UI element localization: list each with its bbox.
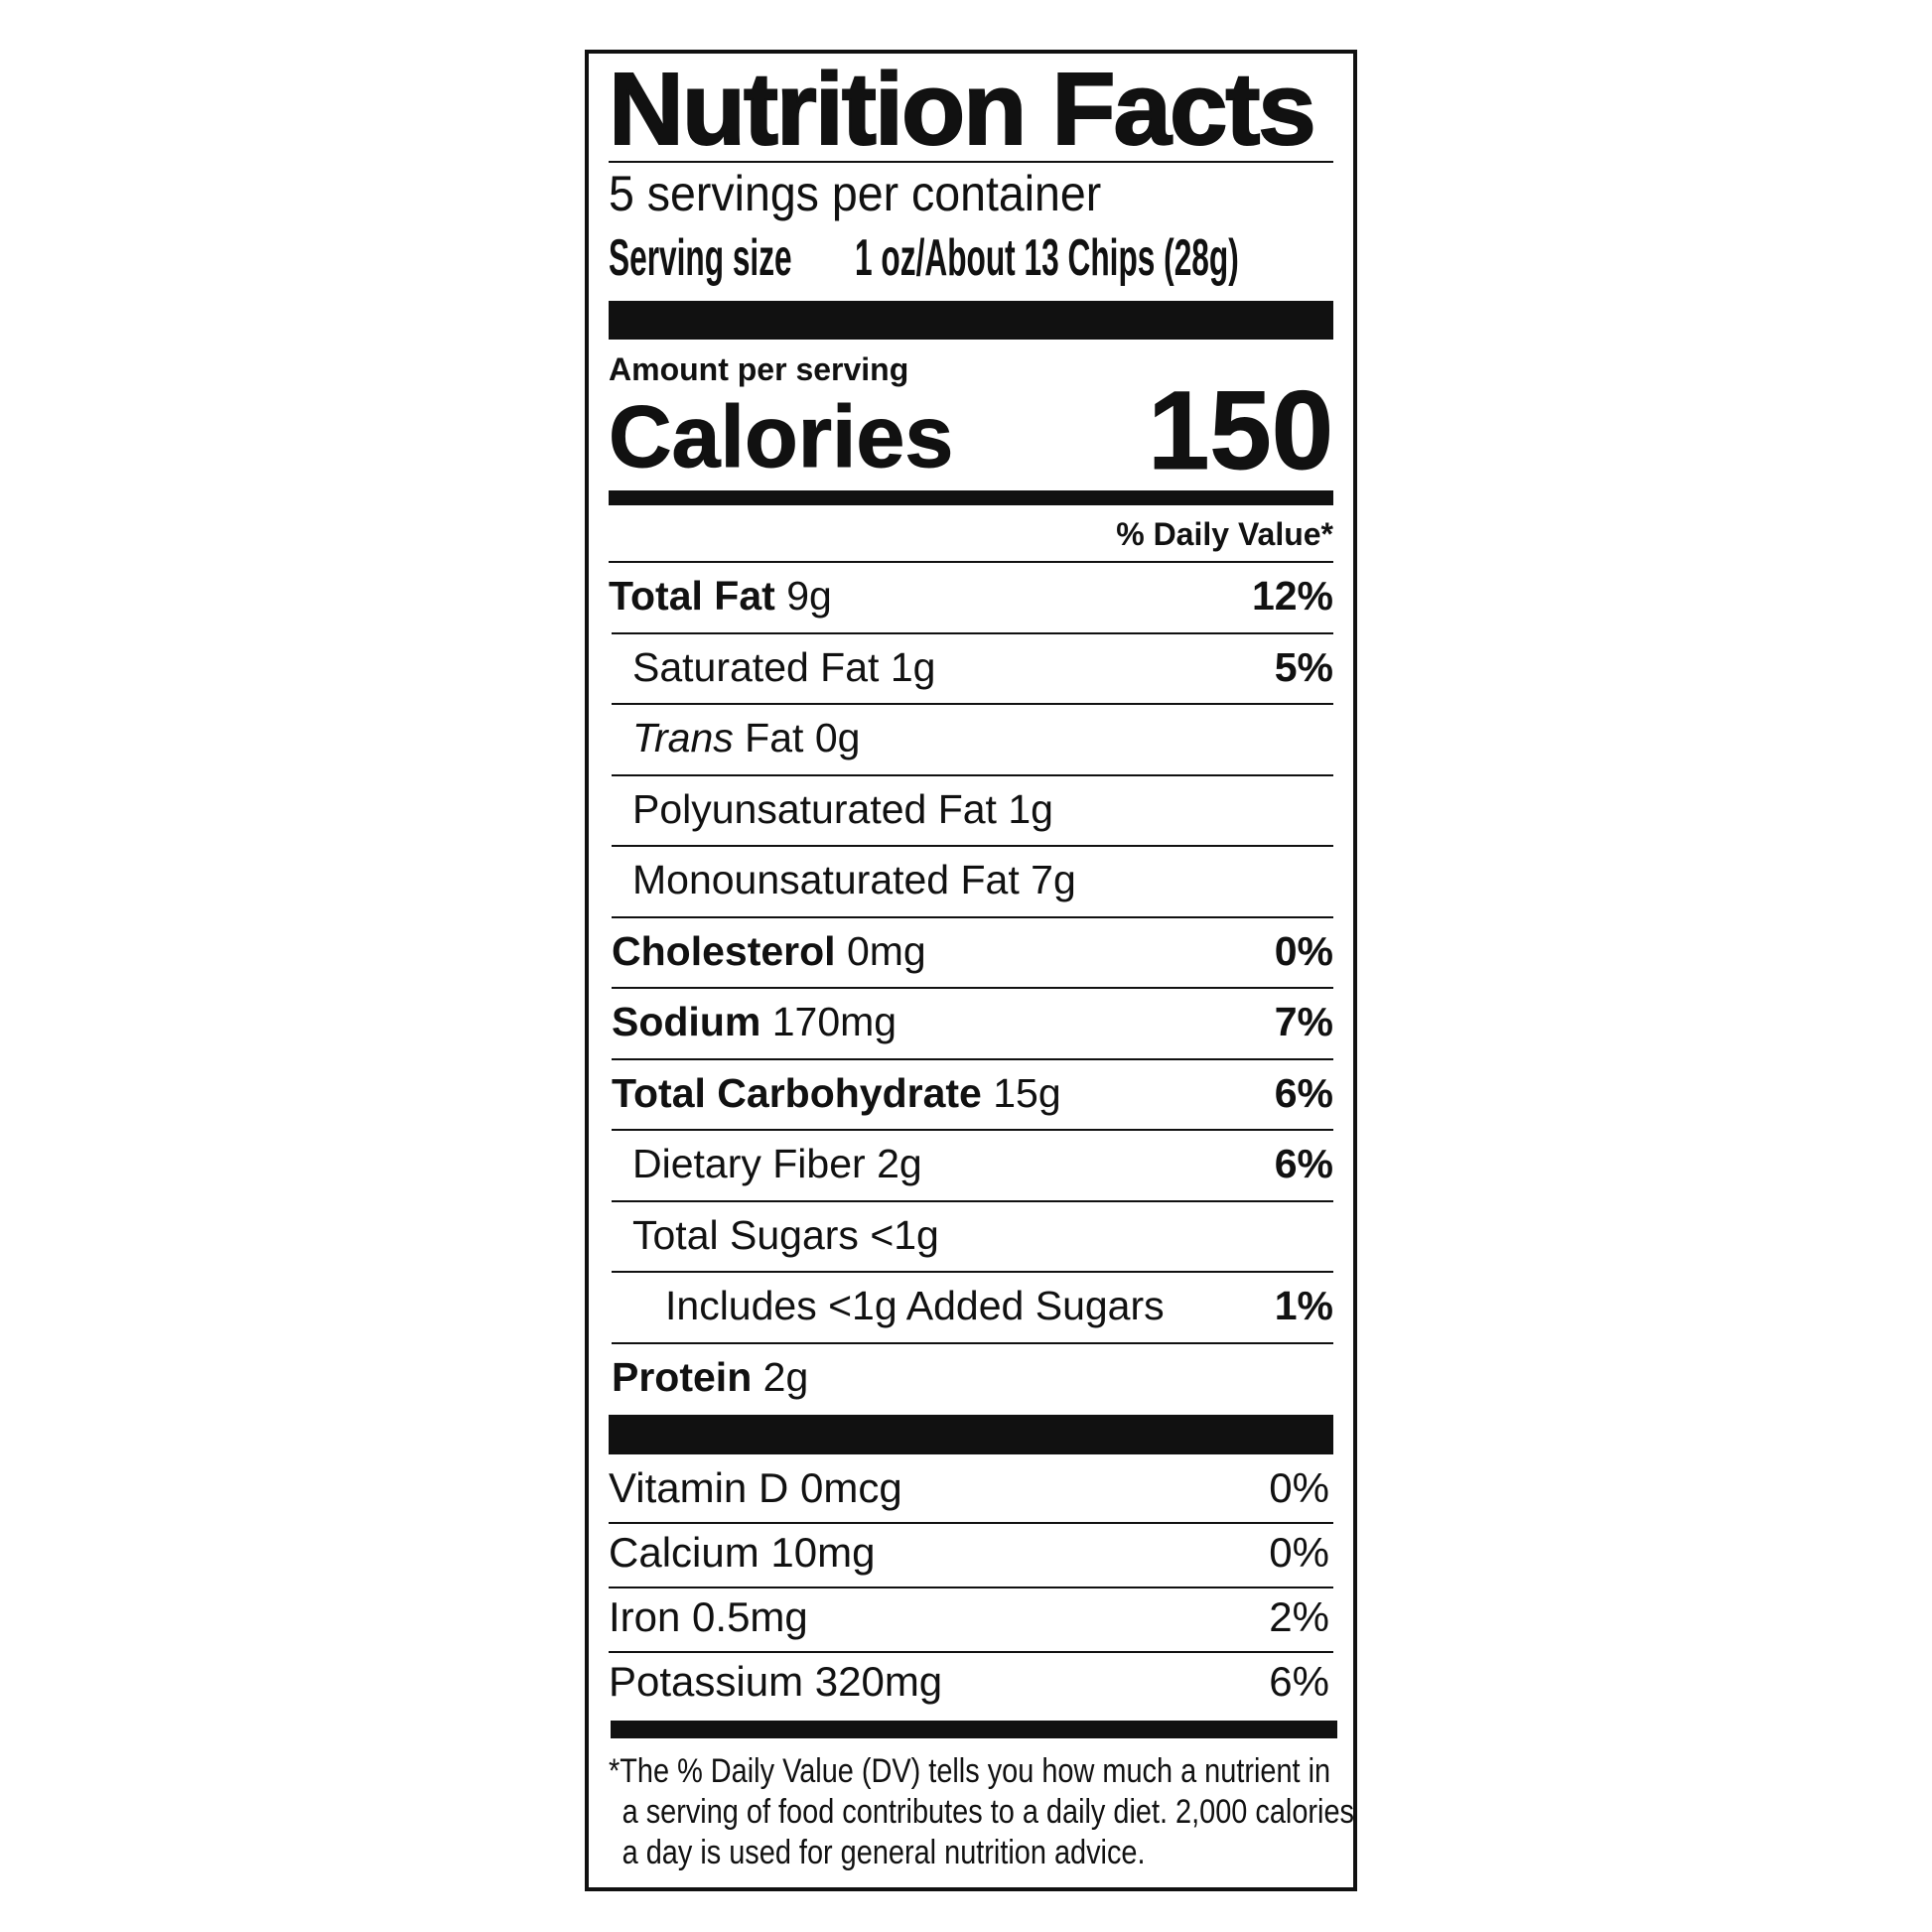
nutrient-daily-value: 7% bbox=[1274, 999, 1333, 1044]
nutrient-name: Saturated Fat bbox=[632, 643, 880, 690]
nutrient-name: Protein bbox=[612, 1353, 753, 1400]
nutrient-amount: 0mg bbox=[846, 927, 926, 974]
nutrient-amount: 1g bbox=[1008, 785, 1053, 832]
calories-label: Calories bbox=[609, 387, 954, 485]
thick-divider bbox=[609, 301, 1333, 340]
vitamin-daily-value: 0% bbox=[1269, 1529, 1329, 1576]
nutrient-amount: 1g bbox=[890, 643, 936, 690]
vitamin-row: Calcium 10mg 0% bbox=[609, 1524, 1333, 1588]
medium-divider bbox=[609, 490, 1333, 505]
nutrient-amount: 0g bbox=[814, 715, 861, 760]
calories-value: 150 bbox=[1148, 368, 1334, 492]
vitamin-daily-value: 6% bbox=[1269, 1658, 1329, 1705]
vitamin-name: Potassium bbox=[609, 1658, 804, 1705]
nutrient-row: Cholesterol 0mg 0% bbox=[612, 915, 1333, 988]
nutrient-row: Saturated Fat 1g 5% bbox=[612, 631, 1333, 704]
thick-divider bbox=[609, 1415, 1333, 1454]
nutrient-daily-value: 0% bbox=[1274, 927, 1333, 974]
footnote-line: *The % Daily Value (DV) tells you how mu… bbox=[609, 1752, 1331, 1790]
nutrient-amount: 170mg bbox=[771, 999, 897, 1044]
nutrient-daily-value: 6% bbox=[1274, 1141, 1333, 1186]
nutrient-row: Total Carbohydrate 15g 6% bbox=[612, 1057, 1333, 1130]
nutrient-row: Total Fat 9g 12% bbox=[609, 561, 1333, 632]
nutrient-row: Protein 2g bbox=[612, 1341, 1333, 1414]
medium-divider bbox=[611, 1721, 1337, 1738]
nutrient-name-suffix: Fat bbox=[745, 715, 804, 760]
nutrient-name: Monounsaturated Fat bbox=[632, 857, 1020, 902]
footnote-line: a day is used for general nutrition advi… bbox=[621, 1834, 1146, 1871]
nutrient-row: Total Sugars <1g bbox=[612, 1199, 1333, 1272]
nutrient-name: Total Carbohydrate bbox=[612, 1069, 982, 1116]
nutrient-name: Includes <1g Added Sugars bbox=[665, 1283, 1165, 1328]
nutrient-name: Cholesterol bbox=[612, 927, 836, 974]
serving-size-value: 1 oz/About 13 Chips (28g) bbox=[854, 229, 1239, 287]
nutrient-row: Monounsaturated Fat 7g bbox=[612, 845, 1333, 916]
nutrient-name: Total Fat bbox=[609, 573, 775, 619]
nutrient-name: Total Sugars bbox=[632, 1211, 859, 1258]
nutrition-label-border bbox=[585, 50, 1357, 1891]
serving-size: Serving size 1 oz/About 13 Chips (28g) bbox=[609, 232, 1333, 284]
divider bbox=[609, 161, 1333, 163]
nutrient-amount: 2g bbox=[877, 1141, 922, 1186]
vitamin-amount: 0mcg bbox=[799, 1464, 902, 1511]
nutrient-daily-value: 5% bbox=[1274, 643, 1333, 690]
label-title: Nutrition Facts bbox=[608, 52, 1317, 166]
nutrient-row: Includes <1g Added Sugars 1% bbox=[612, 1271, 1333, 1342]
nutrient-row: Sodium 170mg 7% bbox=[612, 987, 1333, 1058]
nutrient-daily-value: 1% bbox=[1274, 1283, 1333, 1328]
vitamin-amount: 10mg bbox=[770, 1529, 876, 1576]
nutrient-name: Dietary Fiber bbox=[632, 1141, 866, 1186]
vitamin-amount: 0.5mg bbox=[692, 1593, 808, 1640]
vitamin-row: Vitamin D 0mcg 0% bbox=[609, 1459, 1333, 1524]
footnote: *The % Daily Value (DV) tells you how mu… bbox=[609, 1751, 1354, 1873]
nutrient-amount: 7g bbox=[1031, 857, 1076, 902]
vitamin-row: Potassium 320mg 6% bbox=[609, 1653, 1333, 1718]
footnote-line: a serving of food contributes to a daily… bbox=[621, 1793, 1354, 1831]
amount-per-serving: Amount per serving bbox=[609, 351, 909, 387]
nutrient-daily-value: 6% bbox=[1274, 1069, 1333, 1116]
nutrient-row: Polyunsaturated Fat 1g bbox=[612, 773, 1333, 846]
nutrient-amount: 2g bbox=[762, 1353, 809, 1400]
vitamin-row: Iron 0.5mg 2% bbox=[609, 1588, 1333, 1653]
nutrient-amount: <1g bbox=[870, 1211, 939, 1258]
nutrient-name: Trans bbox=[632, 715, 734, 760]
nutrient-row: Trans Fat 0g bbox=[612, 703, 1333, 774]
daily-value-header: % Daily Value* bbox=[1116, 516, 1333, 552]
vitamin-name: Iron bbox=[609, 1593, 681, 1640]
nutrient-daily-value: 12% bbox=[1251, 573, 1333, 619]
vitamin-amount: 320mg bbox=[814, 1658, 943, 1705]
serving-size-label: Serving size bbox=[609, 229, 792, 287]
vitamin-name: Calcium bbox=[609, 1529, 759, 1576]
nutrient-amount: 15g bbox=[993, 1069, 1061, 1116]
nutrient-amount: 9g bbox=[786, 573, 832, 619]
servings-per-container: 5 servings per container bbox=[609, 166, 1102, 221]
vitamin-name: Vitamin D bbox=[609, 1464, 789, 1511]
vitamin-daily-value: 2% bbox=[1269, 1593, 1329, 1640]
nutrient-name: Sodium bbox=[612, 999, 761, 1044]
nutrient-row: Dietary Fiber 2g 6% bbox=[612, 1129, 1333, 1200]
vitamin-daily-value: 0% bbox=[1269, 1464, 1329, 1511]
nutrient-name: Polyunsaturated Fat bbox=[632, 785, 997, 832]
